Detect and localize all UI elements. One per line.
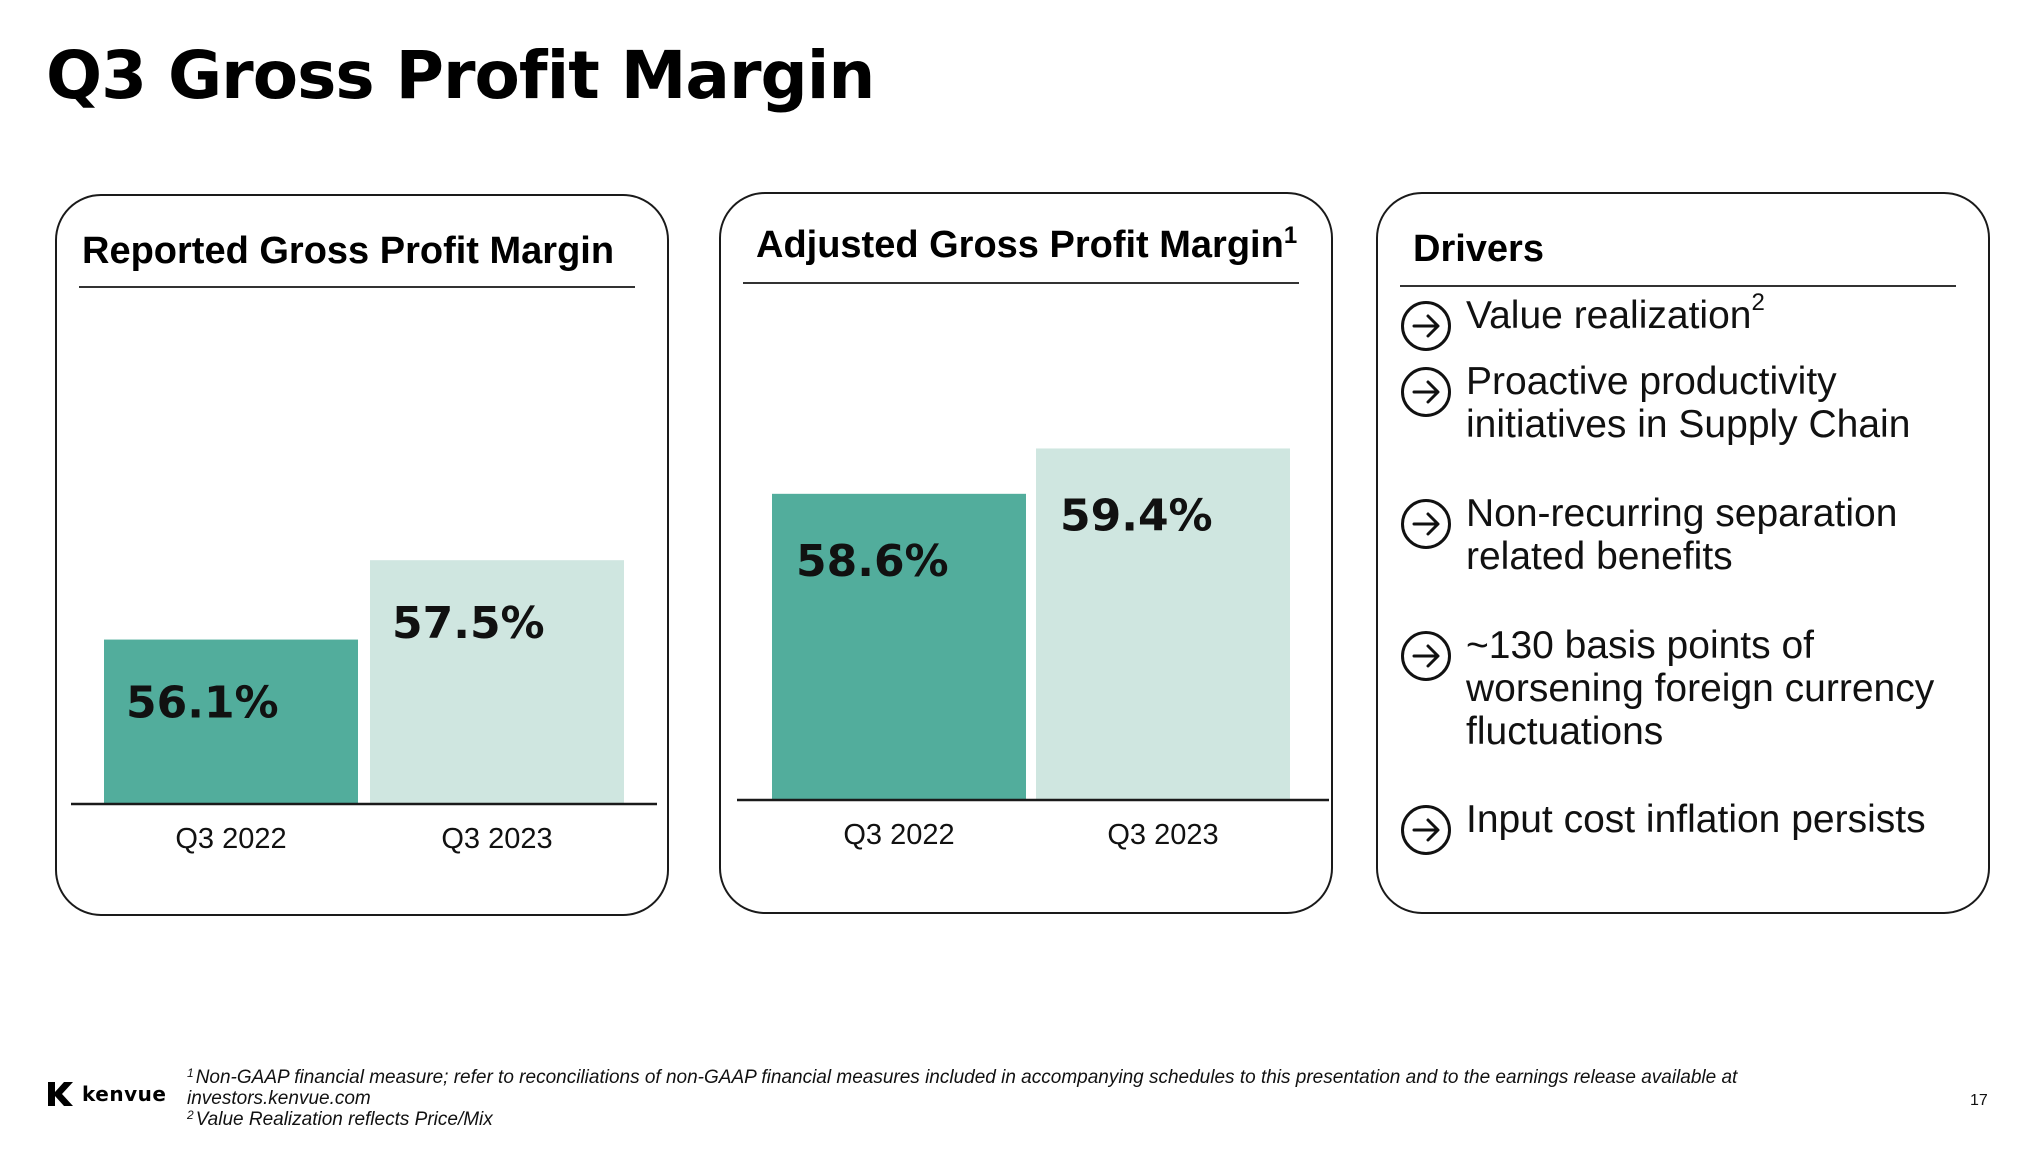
logo-text: kenvue	[82, 1082, 167, 1106]
driver-item: Value realization2	[1400, 289, 2006, 352]
page-title: Q3 Gross Profit Margin	[46, 37, 875, 114]
category-label: Q3 2022	[175, 823, 286, 855]
category-label: Q3 2023	[441, 823, 552, 855]
reported-chart-title: Reported Gross Profit Margin	[82, 230, 615, 272]
kenvue-logo-icon	[48, 1082, 73, 1106]
driver-item: Input cost inflation persists	[1400, 798, 2006, 856]
driver-text: Proactive productivity initiatives in Su…	[1466, 360, 1911, 446]
reported-margin-card: Reported Gross Profit Margin 56.1% Q3 202…	[55, 194, 669, 916]
footnote-marker: 1	[1283, 222, 1298, 249]
kenvue-logo: kenvue	[46, 1080, 166, 1108]
reported-bar-chart: 56.1% Q3 2022 57.5% Q3 2023	[71, 560, 657, 855]
arrow-circle-icon	[1401, 805, 1451, 855]
bar-value-label: 56.1%	[126, 678, 279, 729]
driver-text: Non-recurring separation related benefit…	[1466, 492, 1898, 578]
drivers-card: Drivers Value realization2 Proactive prod…	[1376, 192, 1990, 914]
driver-item: ~130 basis points of worsening foreign c…	[1400, 624, 2006, 753]
bar-q3-2023	[370, 560, 624, 804]
title-divider	[743, 282, 1299, 284]
category-label: Q3 2022	[843, 819, 954, 851]
driver-text: ~130 basis points of worsening foreign c…	[1466, 624, 1935, 753]
title-divider	[1400, 285, 1956, 287]
footnote-marker: 2	[1751, 289, 1765, 316]
driver-item: Non-recurring separation related benefit…	[1400, 492, 2006, 578]
arrow-circle-icon	[1401, 301, 1451, 351]
bar-q3-2023	[1036, 448, 1290, 800]
bar-value-label: 58.6%	[796, 536, 949, 587]
arrow-circle-icon	[1401, 499, 1451, 549]
page-number: 17	[1970, 1092, 1988, 1109]
adjusted-margin-card: Adjusted Gross Profit Margin1 58.6% Q3 20…	[719, 192, 1333, 914]
category-label: Q3 2023	[1107, 819, 1218, 851]
driver-text: Value realization2	[1466, 289, 1765, 338]
adjusted-chart-title: Adjusted Gross Profit Margin1	[756, 222, 1298, 267]
adjusted-bar-chart: 58.6% Q3 2022 59.4% Q3 2023	[737, 448, 1329, 851]
footnote-2: 2 Value Realization reflects Price/Mix	[187, 1108, 493, 1130]
bar-q3-2022	[772, 493, 1026, 800]
driver-item: Proactive productivity initiatives in Su…	[1400, 360, 2006, 446]
drivers-title: Drivers	[1413, 228, 1544, 270]
bar-q3-2022	[104, 639, 358, 804]
title-divider	[79, 286, 635, 288]
bar-value-label: 57.5%	[392, 598, 545, 649]
bar-value-label: 59.4%	[1060, 490, 1213, 541]
driver-text: Input cost inflation persists	[1466, 798, 1926, 841]
footnote-1: 1 Non-GAAP financial measure; refer to re…	[187, 1066, 1738, 1109]
arrow-circle-icon	[1401, 367, 1451, 417]
arrow-circle-icon	[1401, 631, 1451, 681]
footnotes: 1 Non-GAAP financial measure; refer to re…	[187, 1067, 1907, 1130]
